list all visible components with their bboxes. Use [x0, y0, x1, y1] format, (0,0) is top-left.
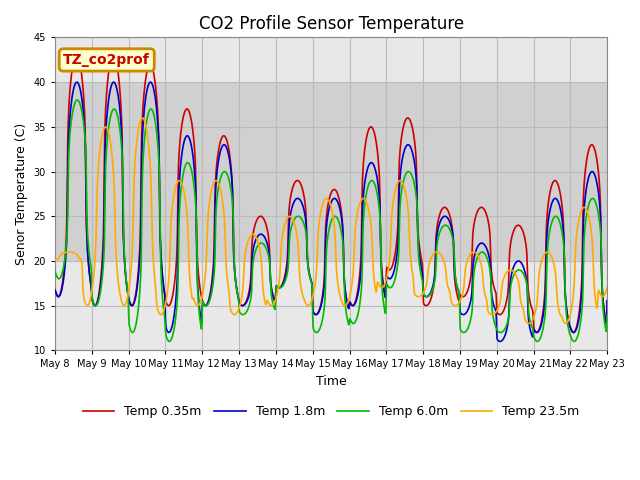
Temp 1.8m: [73, 79, 81, 85]
Text: TZ_co2prof: TZ_co2prof: [63, 53, 150, 67]
X-axis label: Time: Time: [316, 375, 346, 388]
Temp 1.8m: [268, 290, 276, 296]
Temp 6.0m: [416, 266, 424, 272]
Temp 6.0m: [51, 268, 59, 274]
Temp 23.5m: [507, 267, 515, 273]
Line: Temp 23.5m: Temp 23.5m: [55, 118, 607, 324]
Temp 23.5m: [51, 257, 59, 263]
Temp 6.0m: [282, 277, 289, 283]
Temp 1.8m: [173, 271, 181, 277]
Y-axis label: Senor Temperature (C): Senor Temperature (C): [15, 123, 28, 265]
Temp 1.8m: [51, 287, 59, 293]
Temp 0.35m: [604, 298, 611, 304]
Temp 6.0m: [604, 312, 611, 318]
Temp 1.8m: [497, 338, 504, 344]
Line: Temp 1.8m: Temp 1.8m: [55, 82, 607, 341]
Title: CO2 Profile Sensor Temperature: CO2 Profile Sensor Temperature: [198, 15, 463, 33]
Temp 1.8m: [416, 258, 424, 264]
Temp 23.5m: [604, 285, 611, 290]
Temp 0.35m: [51, 288, 59, 293]
Temp 1.8m: [282, 274, 289, 279]
Temp 23.5m: [525, 321, 532, 326]
Temp 23.5m: [416, 293, 424, 299]
Bar: [55, 82, 607, 261]
Temp 23.5m: [268, 302, 276, 308]
Temp 0.35m: [416, 249, 424, 254]
Temp 23.5m: [555, 307, 563, 312]
Legend: Temp 0.35m, Temp 1.8m, Temp 6.0m, Temp 23.5m: Temp 0.35m, Temp 1.8m, Temp 6.0m, Temp 2…: [78, 400, 584, 423]
Temp 6.0m: [534, 338, 541, 344]
Line: Temp 0.35m: Temp 0.35m: [55, 55, 607, 333]
Temp 0.35m: [507, 239, 515, 244]
Temp 6.0m: [507, 282, 515, 288]
Line: Temp 6.0m: Temp 6.0m: [55, 100, 607, 341]
Temp 0.35m: [173, 231, 181, 237]
Temp 6.0m: [555, 217, 563, 223]
Temp 23.5m: [173, 180, 181, 185]
Temp 1.8m: [555, 201, 563, 206]
Temp 6.0m: [74, 97, 81, 103]
Temp 23.5m: [139, 115, 147, 121]
Temp 0.35m: [282, 270, 289, 276]
Temp 23.5m: [282, 219, 289, 225]
Temp 6.0m: [173, 295, 181, 301]
Temp 1.8m: [604, 298, 611, 303]
Temp 1.8m: [508, 273, 515, 278]
Temp 0.35m: [555, 184, 563, 190]
Temp 0.35m: [73, 52, 81, 58]
Temp 0.35m: [532, 330, 540, 336]
Temp 0.35m: [268, 288, 276, 294]
Temp 6.0m: [268, 297, 276, 302]
